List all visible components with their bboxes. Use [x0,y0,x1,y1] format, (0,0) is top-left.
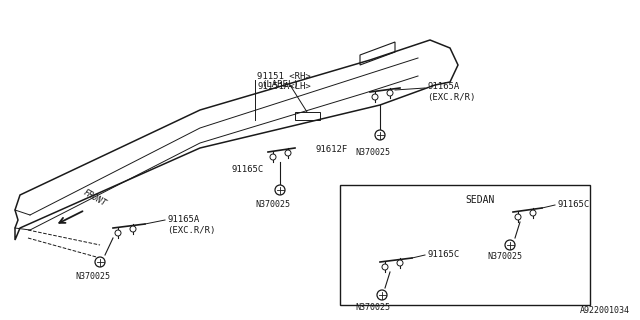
Circle shape [515,214,521,220]
Text: N370025: N370025 [75,272,110,281]
Text: (LABEL): (LABEL) [261,80,299,89]
Text: N370025: N370025 [255,200,290,209]
Circle shape [372,94,378,100]
Circle shape [505,240,515,250]
Text: SEDAN: SEDAN [465,195,495,205]
Text: 91165C: 91165C [232,165,264,174]
Circle shape [397,260,403,266]
Text: 91165C: 91165C [557,200,589,209]
Text: 91165A: 91165A [427,82,460,91]
Text: (EXC.R/R): (EXC.R/R) [167,226,216,235]
Circle shape [130,226,136,232]
Text: 91151 <RH>: 91151 <RH> [257,72,311,81]
Circle shape [382,264,388,270]
Text: FRONT: FRONT [82,188,108,208]
Text: 91151A<LH>: 91151A<LH> [257,82,311,91]
Circle shape [377,290,387,300]
Text: 91612F: 91612F [315,145,348,154]
Circle shape [285,150,291,156]
Circle shape [115,230,121,236]
Circle shape [270,154,276,160]
Circle shape [95,257,105,267]
Text: 91165A: 91165A [167,215,199,224]
Text: N370025: N370025 [487,252,522,261]
Text: 91165C: 91165C [427,250,460,259]
Text: (EXC.R/R): (EXC.R/R) [427,93,476,102]
Circle shape [530,210,536,216]
Circle shape [375,130,385,140]
Text: A922001034: A922001034 [580,306,630,315]
Circle shape [387,90,393,96]
Text: N370025: N370025 [355,303,390,312]
Circle shape [275,185,285,195]
Text: N370025: N370025 [355,148,390,157]
